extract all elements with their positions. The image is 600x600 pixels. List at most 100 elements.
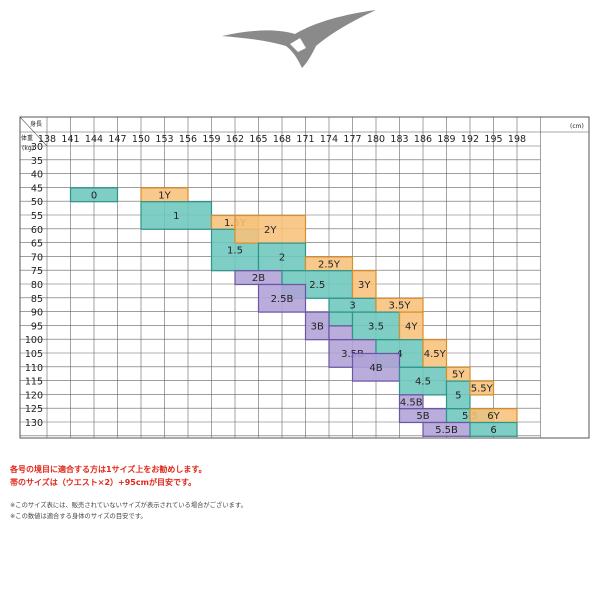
note-size-up: 各号の境目に適合する方は1サイズ上をお勧めします。 bbox=[10, 465, 207, 474]
size-zone-label: 3.5 bbox=[368, 321, 384, 332]
size-zone-label: 5Y bbox=[452, 370, 465, 381]
size-zone-2B: 2B bbox=[234, 270, 283, 286]
size-zone-6: 6 bbox=[469, 421, 518, 437]
weight-tick-label: 95 bbox=[31, 321, 43, 332]
height-tick-label: 174 bbox=[320, 134, 338, 145]
size-zone-block bbox=[328, 325, 354, 341]
height-tick-label: 138 bbox=[38, 134, 56, 145]
size-zone-label: 1 bbox=[173, 211, 179, 222]
size-zone-label: 4.5Y bbox=[424, 349, 447, 360]
size-zone-label: 2.5B bbox=[271, 294, 294, 305]
height-tick-label: 141 bbox=[61, 134, 79, 145]
weight-tick-label: 55 bbox=[31, 211, 43, 222]
height-tick-label: 195 bbox=[484, 134, 502, 145]
weight-tick-label: 80 bbox=[31, 280, 43, 291]
size-zone-5-5Y: 5.5Y bbox=[469, 380, 495, 396]
size-zone-5: 5 bbox=[445, 380, 471, 410]
size-zone-label: 4B bbox=[369, 363, 382, 374]
height-tick-label: 186 bbox=[414, 134, 432, 145]
size-zone-label: 1Y bbox=[158, 190, 171, 201]
note-unsold-sizes: ※このサイズ表には、販売されていないサイズが表示されている場合がございます。 bbox=[10, 502, 247, 509]
size-zone-label: 2Y bbox=[264, 225, 277, 236]
size-zone-label: 5 bbox=[455, 390, 461, 401]
height-tick-label: 162 bbox=[226, 134, 244, 145]
size-zone-label: 4.5B bbox=[400, 397, 423, 408]
weight-tick-label: 65 bbox=[31, 239, 43, 250]
weight-tick-label: 130 bbox=[25, 418, 43, 429]
mizuno-logo-icon bbox=[222, 10, 376, 68]
size-zone-block bbox=[140, 201, 213, 230]
size-zone-block bbox=[469, 380, 495, 396]
corner-diagonal bbox=[19, 116, 48, 147]
size-zone-1Y: 1Y bbox=[140, 187, 189, 203]
size-zone-label: 3.5Y bbox=[388, 301, 411, 312]
size-zone-3-5: 3.5 bbox=[351, 311, 401, 341]
size-zone-label: 2 bbox=[279, 252, 285, 263]
notes-block: 各号の境目に適合する方は1サイズ上をお勧めします。 帯のサイズは（ウエスト×2）… bbox=[10, 463, 590, 522]
size-zone-2: 2 bbox=[257, 242, 307, 272]
size-zone-label: 3Y bbox=[358, 280, 371, 291]
size-zone-3B: 3B bbox=[304, 311, 354, 341]
height-tick-label: 147 bbox=[108, 134, 126, 145]
size-zone-0: 0 bbox=[69, 187, 119, 203]
height-tick-label: 183 bbox=[390, 134, 408, 145]
weight-tick-label: 60 bbox=[31, 225, 43, 236]
size-zone-4-5: 4.5 bbox=[398, 366, 448, 396]
height-tick-label: 177 bbox=[343, 134, 361, 145]
weight-tick-label: 35 bbox=[31, 156, 43, 167]
weight-unit: (kg) bbox=[22, 145, 34, 152]
height-tick-label: 153 bbox=[155, 134, 173, 145]
size-zone-label: 5.5B bbox=[435, 425, 458, 436]
size-zone-1: 1 bbox=[140, 201, 213, 230]
weight-tick-label: 75 bbox=[31, 266, 43, 277]
size-zone-label: 6 bbox=[490, 425, 496, 436]
height-unit: (cm) bbox=[570, 123, 584, 130]
size-zone-label: 1.5 bbox=[227, 246, 243, 257]
weight-tick-label: 50 bbox=[31, 197, 43, 208]
size-zone-2Y: 2Y bbox=[234, 214, 307, 244]
size-zone-3-5Y: 3.5Y bbox=[375, 297, 424, 313]
height-tick-label: 150 bbox=[132, 134, 150, 145]
size-zone-block bbox=[257, 283, 307, 313]
note-approximate: ※この数値は適合する身体のサイズの目安です。 bbox=[10, 513, 147, 520]
height-header: 身長 bbox=[30, 120, 42, 128]
size-zone-block bbox=[69, 187, 119, 203]
weight-tick-label: 85 bbox=[31, 294, 43, 305]
height-tick-label: 198 bbox=[508, 134, 526, 145]
height-tick-label: 168 bbox=[273, 134, 291, 145]
weight-tick-label: 120 bbox=[25, 390, 43, 401]
size-zone-label: 4Y bbox=[405, 321, 418, 332]
size-zone-label: 6Y bbox=[487, 411, 500, 422]
note-belt-size: 帯のサイズは（ウエスト×2）+95cmが目安です。 bbox=[10, 478, 197, 487]
height-tick-label: 156 bbox=[179, 134, 197, 145]
weight-tick-label: 70 bbox=[31, 252, 43, 263]
weight-header: 体重 bbox=[21, 134, 33, 142]
size-zone-label: 0 bbox=[91, 190, 97, 201]
weight-tick-label: 40 bbox=[31, 170, 43, 181]
weight-tick-label: 30 bbox=[31, 142, 43, 153]
height-tick-label: 159 bbox=[202, 134, 220, 145]
size-zone-label: 3B bbox=[311, 321, 324, 332]
height-tick-label: 165 bbox=[249, 134, 267, 145]
size-zone-2-5B: 2.5B bbox=[257, 283, 307, 313]
size-zone-2-5Y: 2.5Y bbox=[304, 256, 354, 272]
size-zone-label: 5B bbox=[416, 411, 429, 422]
size-zone-label: 2B bbox=[252, 273, 265, 284]
size-zone-4Y: 4Y bbox=[398, 311, 424, 341]
height-tick-label: 180 bbox=[367, 134, 385, 145]
weight-tick-label: 125 bbox=[25, 404, 43, 415]
weight-tick-label: 100 bbox=[25, 335, 43, 346]
size-zone-label: 3 bbox=[349, 301, 355, 312]
size-zone-5-5B: 5.5B bbox=[422, 421, 471, 437]
size-zone-4-5B: 4.5B bbox=[398, 394, 424, 410]
size-zones: 01Y11.5Y1.52Y22B2.5Y2.52.5B3Y33B3.5Y3.53… bbox=[69, 187, 518, 437]
size-zone-block bbox=[351, 311, 401, 341]
size-zone-4B: 4B bbox=[351, 352, 401, 382]
height-tick-label: 189 bbox=[437, 134, 455, 145]
weight-tick-label: 90 bbox=[31, 308, 43, 319]
size-zone-4-5Y: 4.5Y bbox=[422, 339, 448, 368]
weight-tick-label: 110 bbox=[25, 363, 43, 374]
size-zone-6Y: 6Y bbox=[469, 408, 518, 424]
